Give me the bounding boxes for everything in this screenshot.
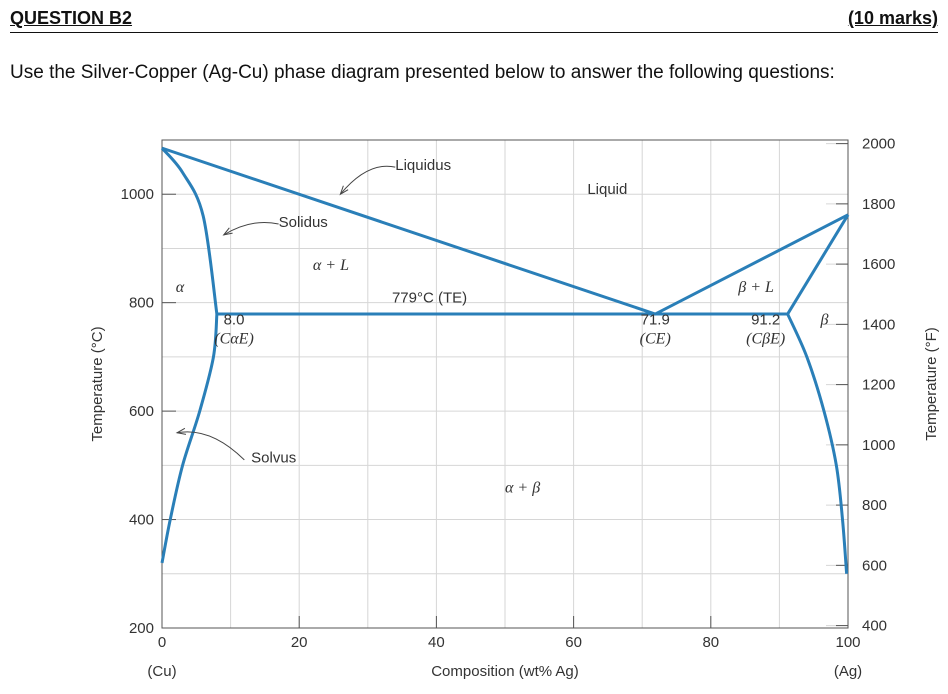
solidus-curve [160,147,219,315]
y-tick-label: 400 [129,512,154,529]
annotation-arrows [175,165,396,461]
y2-tick-label: 400 [862,618,887,635]
annotation-label: β + L [737,279,774,296]
annotation-label: Solidus [279,214,328,231]
question-marks: (10 marks) [847,8,938,28]
annotation-label: Liquidus [395,157,451,174]
y2-tick-label: 1800 [862,196,895,213]
solidus-arrow-head [222,227,233,236]
solidus-beta-curve [786,214,850,315]
liquidus-arrow [339,165,396,195]
solvus-curve [160,313,219,564]
grid [162,140,848,628]
x-axis-label: Composition (wt% Ag) [431,663,579,680]
x-tick-label: 80 [702,634,719,651]
solvus-arrow-head [175,427,187,435]
solidus-arrow [223,221,279,236]
y-tick-label: 800 [129,295,154,312]
question-title: QUESTION B2 [10,8,133,28]
x-end-label-ag: (Ag) [834,663,862,680]
annotation-label: β [820,311,829,328]
annotation-label: (CαE) [214,330,254,347]
liquidus-arrow-head [339,185,349,196]
y2-tick-label: 800 [862,497,887,514]
plot-frame [161,139,849,629]
y2-tick-label: 2000 [862,136,895,153]
annotation-label: 779°C (TE) [392,290,467,307]
question-instruction: Use the Silver-Copper (Ag-Cu) phase diag… [10,62,835,83]
question-header: QUESTION B2 (10 marks) [10,4,938,33]
y2-tick-label: 1600 [862,256,895,273]
phase-curves [160,146,850,574]
x-tick-label: 60 [565,634,582,651]
solvus-beta-curve [786,313,849,574]
y2-tick-label: 1400 [862,316,895,333]
y-tick-label: 200 [129,620,154,637]
x-tick-label: 40 [428,634,445,651]
annotation-label: 91.2 [751,311,780,328]
annotation-label: Liquid [587,181,627,198]
y2-tick-label: 600 [862,557,887,574]
annotation-label: (CE) [640,330,671,347]
annotation-label: (CβE) [746,330,785,347]
x-end-label-cu: (Cu) [147,663,176,680]
x-tick-label: 20 [291,634,308,651]
y-tick-label: 600 [129,403,154,420]
annotation-label: α + β [505,479,540,496]
x-tick-label: 100 [835,634,860,651]
annotation-label: 8.0 [224,311,245,328]
annotation-label: α [176,279,185,296]
annotation-label: 71.9 [641,311,670,328]
annotation-label: α + L [313,257,349,274]
x-tick-label: 0 [158,634,166,651]
annotation-label: Solvus [251,450,296,467]
solvus-arrow [177,431,245,461]
y-tick-label: 1000 [121,186,154,203]
y2-axis-label: Temperature (°F) [923,327,940,441]
y2-tick-label: 1000 [862,437,895,454]
y2-tick-label: 1200 [862,377,895,394]
y-axis-label: Temperature (°C) [89,326,106,441]
